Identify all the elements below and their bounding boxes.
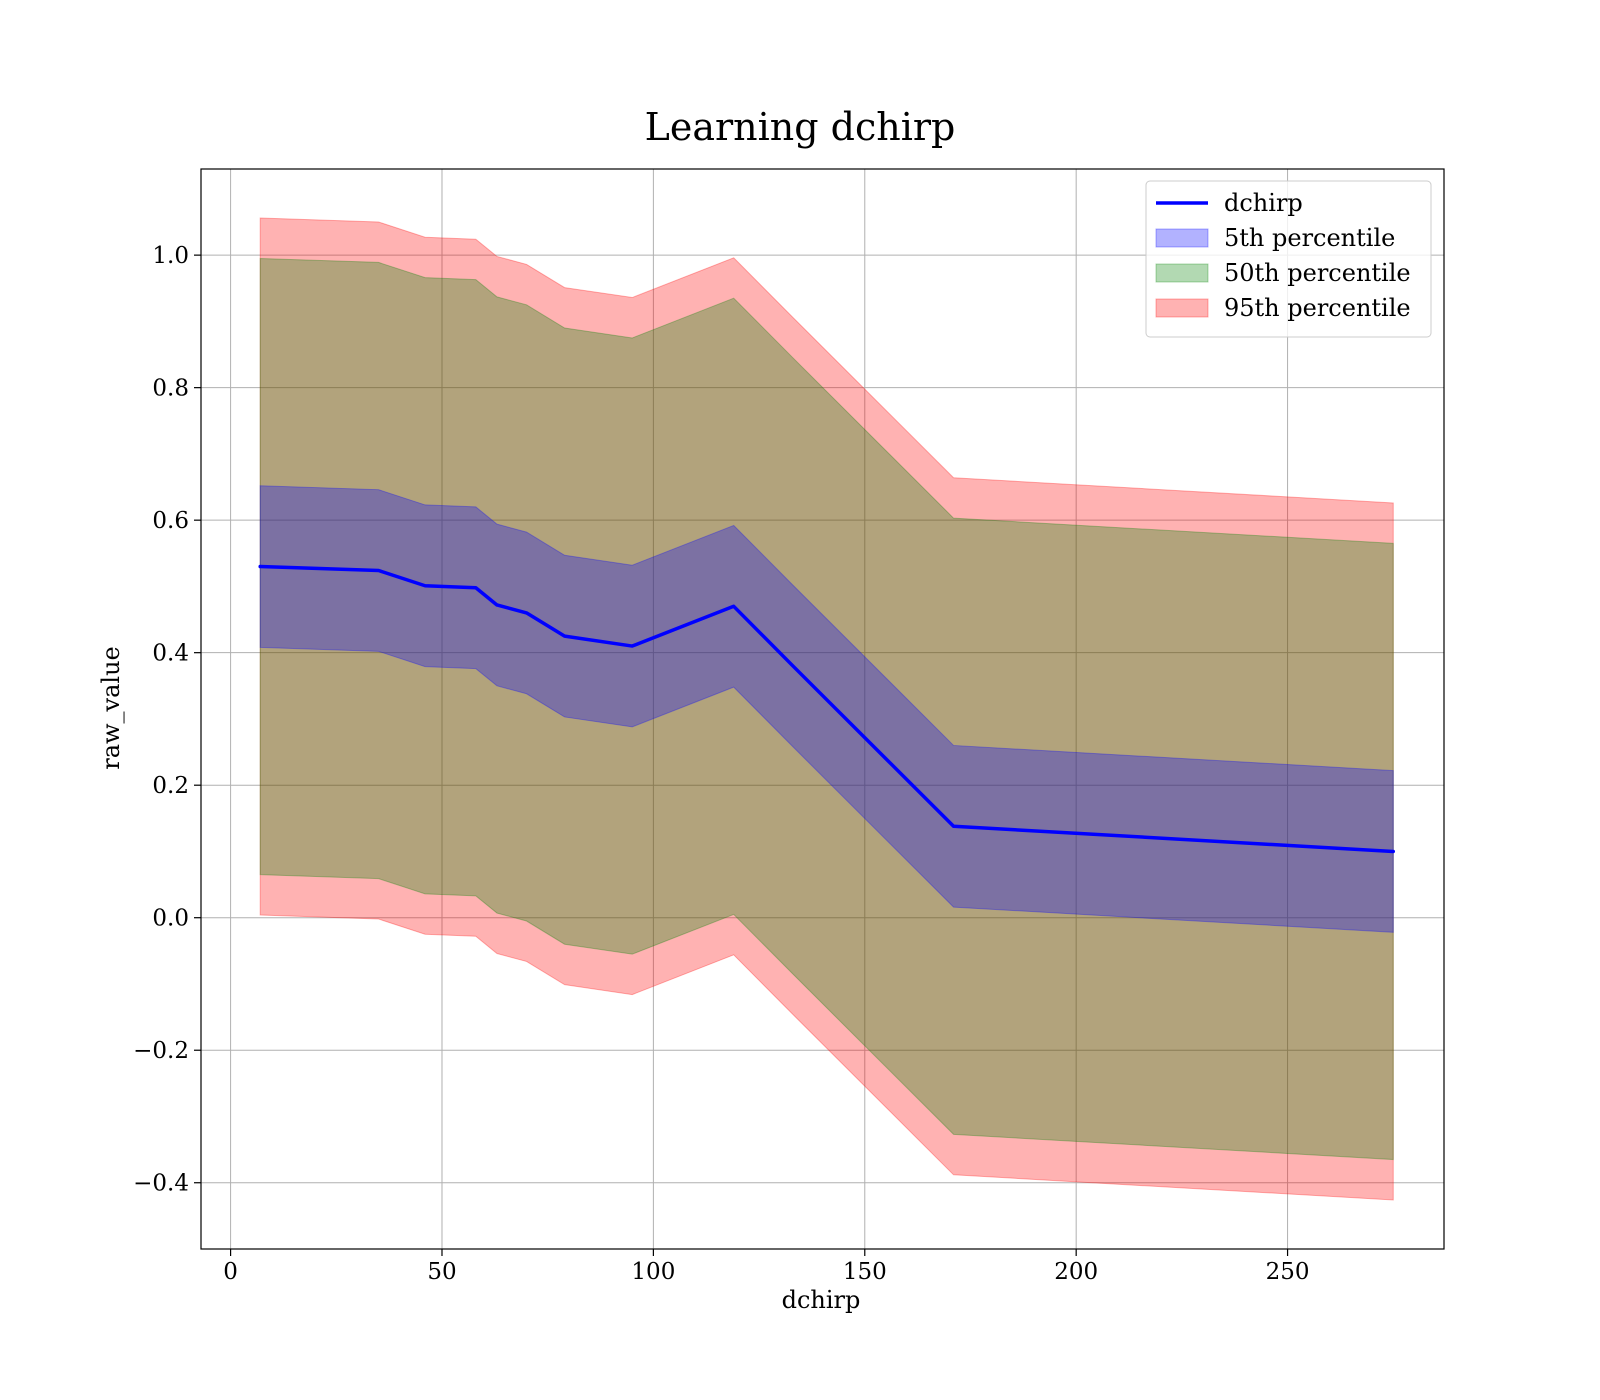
y-tick-label: 0.4: [152, 641, 189, 667]
band-95th-percentile: [259, 217, 1394, 1201]
percentile-bands: [259, 217, 1394, 1201]
y-tick-label: 0.2: [152, 773, 189, 799]
y-tick-label: 0.6: [152, 508, 189, 534]
y-axis-label: raw_value: [97, 646, 125, 770]
series-lines: [258, 564, 1396, 854]
y-tick-label: −0.4: [133, 1171, 189, 1197]
series-line-dchirp: [258, 564, 1396, 854]
x-tick-label: 150: [843, 1259, 887, 1285]
chart-title: Learning dchirp: [645, 105, 956, 149]
legend-label: dchirp: [1224, 189, 1303, 217]
legend-label: 95th percentile: [1224, 294, 1411, 322]
y-tick-label: 0.0: [152, 906, 189, 932]
y-tick-label: 0.8: [152, 376, 189, 402]
y-tick-label: 1.0: [152, 243, 189, 269]
plot-frame: [200, 168, 1445, 1250]
x-tick-label: 250: [1266, 1259, 1310, 1285]
y-tick-label: −0.2: [133, 1038, 189, 1064]
legend-label: 5th percentile: [1224, 224, 1395, 252]
x-axis-label: dchirp: [782, 1286, 861, 1314]
band-50th-percentile: [259, 257, 1394, 1161]
legend-band-swatch: [1155, 228, 1209, 248]
x-tick-label: 100: [631, 1259, 675, 1285]
band-5th-percentile: [259, 485, 1394, 933]
legend-band-swatch: [1155, 263, 1209, 283]
legend-box: [1145, 180, 1432, 338]
x-tick-label: 0: [223, 1259, 238, 1285]
x-tick-label: 50: [427, 1259, 456, 1285]
x-tick-label: 200: [1054, 1259, 1098, 1285]
legend-band-swatch: [1155, 298, 1209, 318]
axis-ticks: 0 50 100 150 200 250 −0.4 −0.2 0.0 0.2 0.4 0.6 0.8 1.…: [133, 243, 1309, 1285]
legend-label: 50th percentile: [1224, 259, 1411, 287]
legend: dchirp 5th percentile 50th percentile 95th …: [1145, 180, 1432, 338]
